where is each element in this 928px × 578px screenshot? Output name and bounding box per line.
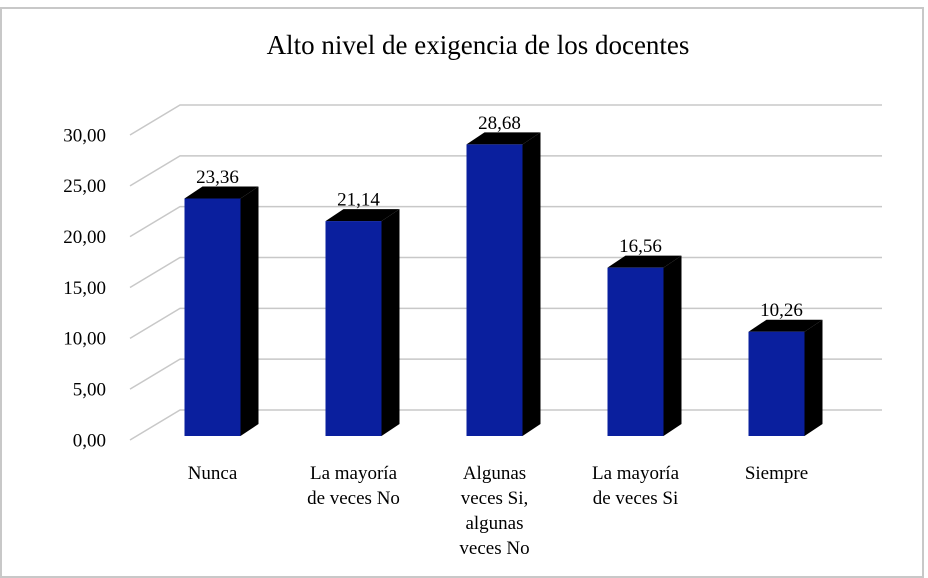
bar-top	[748, 319, 823, 332]
bar-side	[663, 255, 682, 436]
grid-line	[129, 104, 882, 136]
y-tick-label: 10,00	[63, 329, 106, 350]
bar-top	[607, 255, 682, 268]
bar-side	[804, 319, 823, 436]
x-tick-label: Algunas veces Si, algunas veces No	[459, 463, 529, 559]
data-label: 28,68	[478, 113, 521, 134]
y-tick-label: 20,00	[63, 227, 106, 248]
x-tick-label: La mayoría de veces Si	[592, 463, 680, 509]
grid-line	[129, 155, 882, 187]
y-tick-label: 25,00	[63, 176, 106, 197]
y-tick-label: 15,00	[63, 278, 106, 299]
x-tick-label: Siempre	[745, 463, 808, 484]
x-tick-label: La mayoría de veces No	[307, 463, 400, 509]
bar	[748, 331, 805, 436]
data-label: 23,36	[196, 167, 239, 188]
grid-line	[129, 205, 882, 238]
bar-side	[381, 209, 400, 436]
bar	[184, 198, 241, 436]
bar-top	[325, 209, 400, 222]
y-tick-label: 5,00	[73, 380, 106, 401]
chart-frame	[0, 7, 924, 578]
bar	[466, 144, 523, 437]
bar	[325, 221, 382, 436]
y-tick-label: 0,00	[73, 430, 106, 451]
chart-title: Alto nivel de exigencia de los docentes	[267, 30, 690, 60]
bar-side	[240, 186, 259, 436]
bar-top	[184, 186, 259, 199]
data-label: 16,56	[619, 236, 662, 257]
data-label: 21,14	[337, 189, 380, 210]
data-label: 10,26	[760, 300, 803, 321]
x-tick-label: Nunca	[188, 463, 238, 484]
bar	[607, 267, 664, 436]
bar-top	[466, 132, 541, 145]
bar-side	[522, 132, 541, 437]
y-tick-label: 30,00	[63, 125, 106, 146]
